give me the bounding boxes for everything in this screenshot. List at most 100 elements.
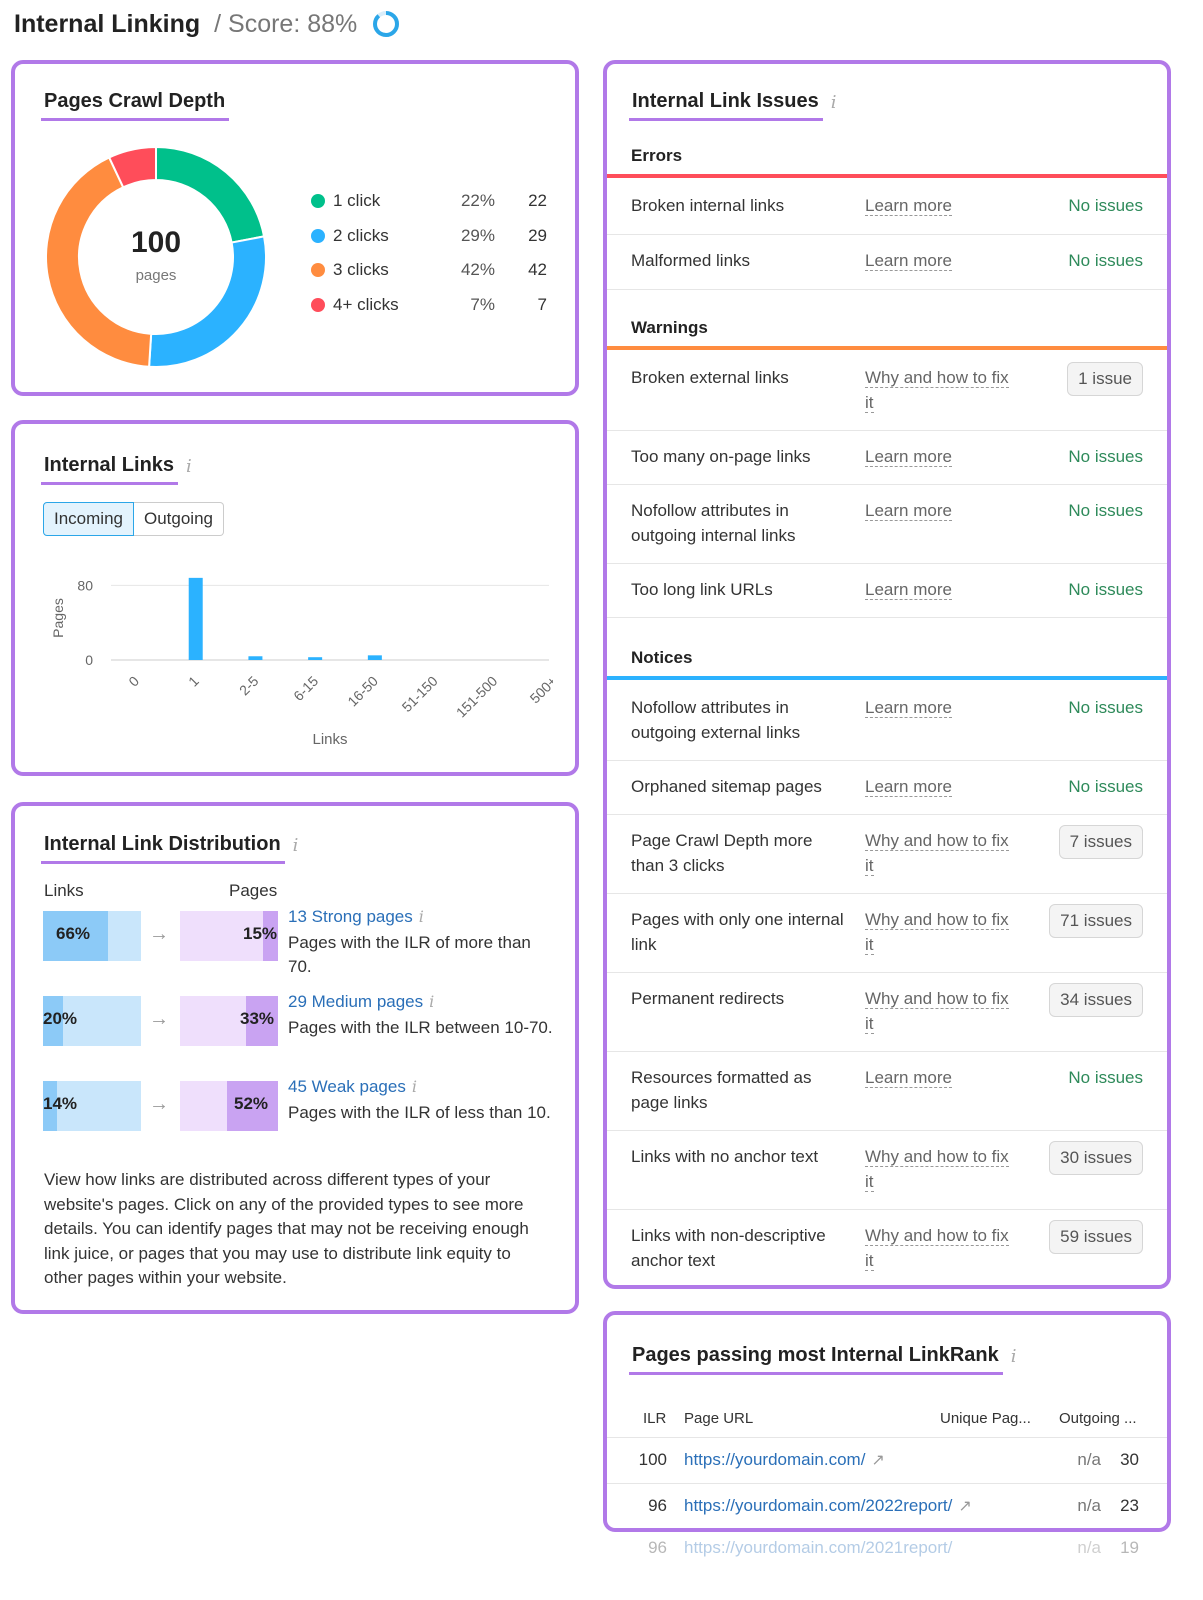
issue-row[interactable]: Nofollow attributes in outgoing internal… — [607, 485, 1167, 564]
medium-pages-link[interactable]: 29 Medium pages i — [288, 992, 434, 1012]
issue-help-link[interactable]: Why and how to fix it — [865, 1224, 1015, 1273]
distribution-row-strong[interactable]: 66% → 15% 13 Strong pages i Pages with th… — [43, 907, 563, 996]
legend-item[interactable]: 4+ clicks 7% 7 — [311, 288, 547, 323]
issue-count-badge[interactable]: 59 issues — [1049, 1220, 1143, 1254]
issue-help-text[interactable]: Why and how to fix it — [865, 989, 1009, 1034]
issue-help-link[interactable]: Learn more — [865, 445, 1015, 470]
info-icon[interactable]: i — [186, 456, 192, 477]
issue-row[interactable]: Too many on-page links Learn more No issue… — [607, 431, 1167, 485]
issue-row[interactable]: Permanent redirects Why and how to fix it… — [607, 973, 1167, 1052]
issue-row[interactable]: Resources formatted as page links Learn m… — [607, 1052, 1167, 1131]
issue-row[interactable]: Too long link URLs Learn more No issues — [607, 564, 1167, 618]
donut-total: 100 — [130, 226, 182, 259]
issue-help-text[interactable]: Learn more — [865, 251, 952, 271]
legend-label: 2 clicks — [333, 225, 389, 245]
section-heading-warnings: Warnings — [631, 318, 708, 337]
legend-item[interactable]: 1 click 22% 22 — [311, 184, 547, 219]
legend-item[interactable]: 2 clicks 29% 29 — [311, 219, 547, 254]
issue-help-link[interactable]: Why and how to fix it — [865, 366, 1015, 415]
issue-help-link[interactable]: Learn more — [865, 194, 1015, 219]
info-icon[interactable]: i — [830, 92, 837, 113]
internal-links-title-wrap: Internal Links i — [41, 454, 192, 485]
col-page-url[interactable]: Page URL — [684, 1410, 754, 1427]
issue-count-badge[interactable]: 34 issues — [1049, 983, 1143, 1017]
crawl-depth-title-wrap: Pages Crawl Depth — [41, 90, 230, 121]
distribution-row-medium[interactable]: 20% → 33% 29 Medium pages i Pages with th… — [43, 992, 563, 1081]
issue-help-link[interactable]: Why and how to fix it — [865, 987, 1015, 1036]
col-outgoing[interactable]: Outgoing ... — [1059, 1410, 1137, 1427]
issue-row[interactable]: Pages with only one internal link Why and… — [607, 894, 1167, 973]
row-url[interactable]: https://yourdomain.com/ — [684, 1450, 866, 1469]
row-url[interactable]: https://yourdomain.com/2022report/ — [684, 1496, 953, 1515]
weak-pages-link[interactable]: 45 Weak pages i — [288, 1077, 417, 1097]
issue-help-text[interactable]: Learn more — [865, 1068, 952, 1088]
issue-row[interactable]: Broken external links Why and how to fix … — [607, 352, 1167, 431]
external-link-icon[interactable]: ↗ — [871, 1450, 885, 1469]
info-icon[interactable]: i — [429, 992, 435, 1011]
issue-help-link[interactable]: Learn more — [865, 696, 1015, 721]
issue-help-text[interactable]: Why and how to fix it — [865, 910, 1009, 955]
issue-help-text[interactable]: Learn more — [865, 501, 952, 521]
issue-name: Too long link URLs — [631, 580, 773, 599]
issue-help-text[interactable]: Learn more — [865, 580, 952, 600]
issue-status: No issues — [1068, 196, 1143, 215]
issue-row[interactable]: Links with non-descriptive anchor text Wh… — [607, 1210, 1167, 1289]
pages-column-header: Pages — [229, 881, 278, 900]
row-url-link[interactable]: https://yourdomain.com/ ↗ — [684, 1450, 885, 1470]
issue-count-badge[interactable]: 7 issues — [1058, 825, 1143, 859]
issue-help-text[interactable]: Learn more — [865, 777, 952, 797]
issue-help-link[interactable]: Why and how to fix it — [865, 908, 1015, 957]
issue-count-badge[interactable]: 30 issues — [1049, 1141, 1143, 1175]
issue-help-text[interactable]: Learn more — [865, 698, 952, 718]
external-link-icon[interactable]: ↗ — [958, 1496, 972, 1515]
issue-row[interactable]: Links with no anchor text Why and how to … — [607, 1131, 1167, 1210]
legend-item[interactable]: 3 clicks 42% 42 — [311, 253, 547, 288]
y-axis-label: Pages — [50, 598, 66, 638]
issue-row[interactable]: Malformed links Learn more No issues — [607, 235, 1167, 290]
tab-incoming[interactable]: Incoming — [43, 502, 134, 536]
issue-row[interactable]: Orphaned sitemap pages Learn more No issue… — [607, 761, 1167, 815]
issue-help-text[interactable]: Why and how to fix it — [865, 1147, 1009, 1192]
issue-help-link[interactable]: Learn more — [865, 1066, 1015, 1091]
info-icon[interactable]: i — [292, 835, 299, 856]
issue-row[interactable]: Page Crawl Depth more than 3 clicks Why a… — [607, 815, 1167, 894]
x-tick-label: 500+ — [527, 673, 553, 707]
legend-label: 3 clicks — [333, 260, 389, 280]
issue-count-badge[interactable]: 71 issues — [1049, 904, 1143, 938]
issue-help-text[interactable]: Learn more — [865, 447, 952, 467]
issue-help-link[interactable]: Why and how to fix it — [865, 1145, 1015, 1194]
legend-label: 1 click — [333, 191, 381, 211]
issue-row[interactable]: Nofollow attributes in outgoing external… — [607, 682, 1167, 761]
issue-name: Broken internal links — [631, 196, 785, 215]
issue-help-link[interactable]: Learn more — [865, 499, 1015, 524]
issue-help-text[interactable]: Why and how to fix it — [865, 831, 1009, 876]
crawl-depth-donut[interactable] — [43, 144, 269, 370]
links-bar — [43, 911, 141, 961]
info-icon[interactable]: i — [1010, 1346, 1017, 1367]
issue-count-badge[interactable]: 1 issue — [1067, 362, 1143, 396]
issue-help-link[interactable]: Why and how to fix it — [865, 829, 1015, 878]
issue-help-link[interactable]: Learn more — [865, 249, 1015, 274]
crawl-depth-legend: 1 click 22% 22 2 clicks 29% 29 3 clicks 42% 42 4+… — [311, 184, 547, 322]
medium-pages-label[interactable]: 29 Medium pages — [288, 992, 424, 1011]
strong-pages-link[interactable]: 13 Strong pages i — [288, 907, 424, 927]
info-icon[interactable]: i — [411, 1077, 417, 1096]
col-unique-pages[interactable]: Unique Pag... — [940, 1410, 1031, 1427]
info-icon[interactable]: i — [418, 907, 424, 926]
distribution-row-weak[interactable]: 14% → 52% 45 Weak pages i Pages with the … — [43, 1077, 563, 1166]
row-url-link[interactable]: https://yourdomain.com/2022report/ ↗ — [684, 1496, 972, 1516]
issue-help-text[interactable]: Learn more — [865, 196, 952, 216]
table-row[interactable]: 96 https://yourdomain.com/2022report/ ↗ n… — [607, 1483, 1167, 1529]
col-ilr[interactable]: ILR — [643, 1410, 667, 1427]
issue-help-link[interactable]: Learn more — [865, 775, 1015, 800]
issue-help-text[interactable]: Why and how to fix it — [865, 368, 1009, 413]
issue-status: No issues — [1068, 1068, 1143, 1087]
table-row[interactable]: 100 https://yourdomain.com/ ↗ n/a 30 — [607, 1437, 1167, 1483]
strong-pages-label[interactable]: 13 Strong pages — [288, 907, 413, 926]
issue-help-text[interactable]: Why and how to fix it — [865, 1226, 1009, 1271]
issue-help-link[interactable]: Learn more — [865, 578, 1015, 603]
tab-outgoing[interactable]: Outgoing — [133, 502, 224, 536]
weak-pages-label[interactable]: 45 Weak pages — [288, 1077, 406, 1096]
issue-row[interactable]: Broken internal links Learn more No issues — [607, 180, 1167, 235]
links-toggle: Incoming Outgoing — [43, 502, 224, 536]
